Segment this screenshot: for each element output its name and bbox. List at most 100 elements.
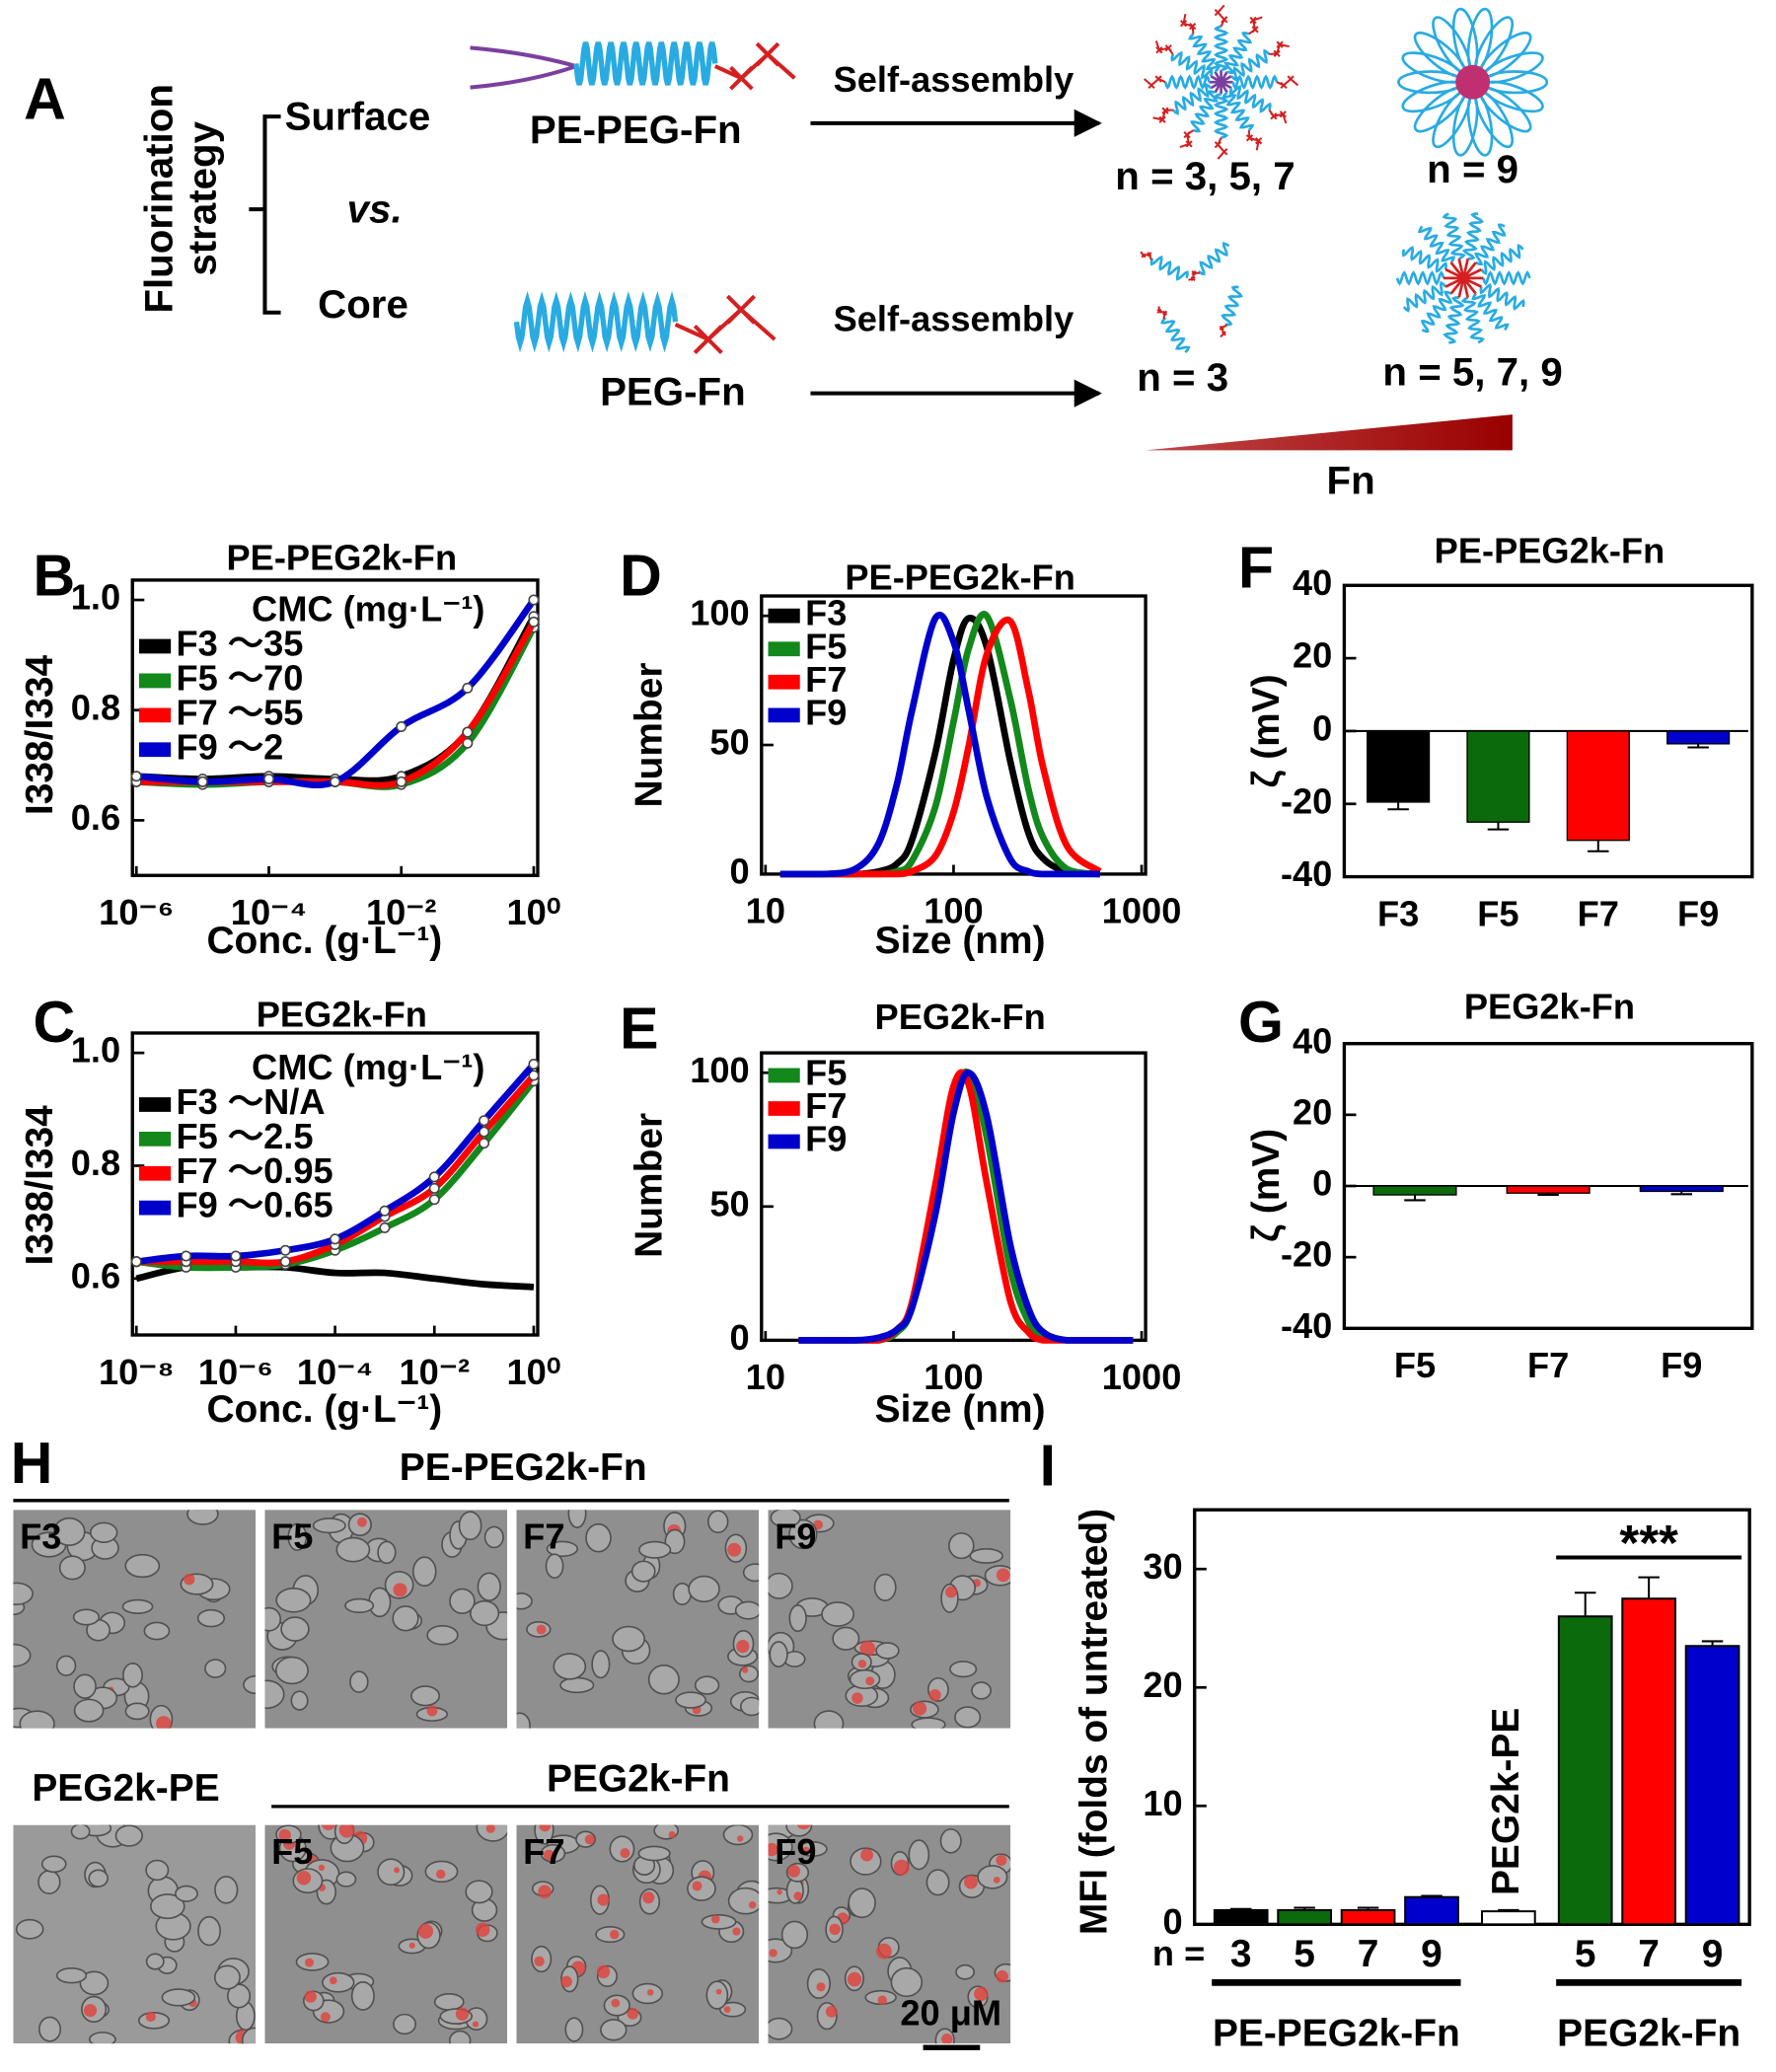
cell bbox=[483, 1525, 504, 1549]
peg-coil bbox=[1482, 270, 1531, 286]
error-bar bbox=[1294, 1906, 1315, 1910]
x-tick-label: F7 bbox=[1527, 1345, 1569, 1385]
legend-label: F9 ～2 bbox=[177, 726, 284, 767]
fluoro-core bbox=[1462, 261, 1477, 279]
image-label: F5 bbox=[271, 1831, 313, 1872]
cell bbox=[37, 2016, 62, 2042]
peg-coil bbox=[1402, 280, 1447, 313]
cell bbox=[344, 1597, 375, 1613]
fluorescence bbox=[865, 1676, 875, 1686]
chart-title: PE-PEG2k-Fn bbox=[227, 537, 458, 577]
peg-coil bbox=[1160, 317, 1191, 353]
fluorescence bbox=[596, 1964, 611, 1979]
legend-label: F3 ～35 bbox=[177, 624, 304, 664]
legend-label: F7 bbox=[805, 1085, 847, 1126]
fluorescence bbox=[472, 2021, 480, 2028]
cell bbox=[79, 1970, 110, 1996]
cell bbox=[73, 1673, 97, 1699]
peg-coil bbox=[1228, 84, 1272, 113]
cell bbox=[971, 1681, 992, 1700]
cell bbox=[546, 1540, 579, 1558]
cell bbox=[458, 1511, 482, 1541]
plot-frame bbox=[130, 578, 540, 877]
fluoro-tail bbox=[1188, 270, 1201, 282]
y-tick-label: 0 bbox=[730, 1317, 750, 1358]
fluoro-tail bbox=[1245, 129, 1263, 151]
data-point bbox=[462, 682, 474, 694]
x-tick-label: 10 bbox=[746, 891, 785, 931]
fluorescence bbox=[710, 1914, 720, 1924]
cell bbox=[955, 1963, 976, 1980]
cell bbox=[600, 2019, 628, 2041]
cell bbox=[122, 1663, 143, 1688]
cell bbox=[322, 1971, 355, 1993]
cell bbox=[637, 1845, 671, 1862]
fluorescence bbox=[304, 1990, 317, 2003]
cell bbox=[701, 1914, 737, 1930]
bar bbox=[1404, 1895, 1459, 1926]
fluorescence bbox=[536, 1624, 547, 1635]
fluorescence bbox=[642, 1891, 655, 1904]
molecule-label: PEG-Fn bbox=[600, 370, 746, 414]
error-bar bbox=[1229, 1907, 1252, 1910]
data-point bbox=[462, 737, 474, 749]
panel-letter: I bbox=[1040, 1434, 1056, 1499]
cell bbox=[848, 1887, 876, 1919]
cell bbox=[734, 1600, 760, 1620]
peg-coil bbox=[1479, 282, 1525, 311]
fluorescence bbox=[318, 1864, 326, 1872]
gradient-wedge bbox=[1146, 414, 1513, 451]
error-bar bbox=[1574, 1591, 1596, 1617]
cell bbox=[694, 1675, 720, 1695]
data-point bbox=[428, 1171, 440, 1183]
fluoro-core bbox=[1444, 267, 1464, 280]
micrograph bbox=[264, 1824, 508, 2044]
micrograph bbox=[768, 1824, 1011, 2044]
y-axis-label: ζ (mV) bbox=[1245, 674, 1288, 787]
fluorescence bbox=[964, 1875, 978, 1889]
fluorescence bbox=[777, 1888, 782, 1895]
data-point bbox=[528, 1070, 540, 1081]
x-tick-label: F9 bbox=[1677, 893, 1719, 933]
panel-letter: B bbox=[34, 544, 76, 609]
fluorescence bbox=[338, 1824, 355, 1838]
fluoro-tail bbox=[1268, 109, 1288, 124]
cell bbox=[13, 1582, 34, 1606]
outcome-label: n = 9 bbox=[1427, 147, 1518, 191]
peg-coil bbox=[1442, 212, 1466, 260]
fluorescence bbox=[534, 1956, 545, 1966]
y-tick-label: 10 bbox=[1143, 1783, 1182, 1823]
fluoro-core bbox=[1462, 277, 1477, 295]
fluorescence bbox=[485, 1824, 495, 1833]
cell bbox=[545, 1553, 564, 1580]
y-axis-label: ζ (mV) bbox=[1245, 1129, 1288, 1242]
fluorescence bbox=[394, 1867, 401, 1874]
fluorescence bbox=[356, 1517, 367, 1527]
fluorescence bbox=[912, 1701, 927, 1716]
panel-letter: C bbox=[34, 990, 76, 1055]
bar-label: PEG2k-PE bbox=[1485, 1708, 1527, 1895]
peg-coil bbox=[1401, 245, 1447, 273]
cell bbox=[821, 1601, 855, 1627]
cell bbox=[393, 2013, 416, 2035]
error-bar bbox=[1487, 822, 1510, 831]
y-tick-label: -20 bbox=[1281, 1234, 1332, 1275]
fluorescence bbox=[426, 1705, 438, 1717]
y-tick-label: 50 bbox=[709, 1183, 749, 1223]
x-tick-label: 100 bbox=[924, 891, 983, 931]
micrograph bbox=[13, 1824, 257, 2044]
cell bbox=[832, 1626, 860, 1651]
bar bbox=[1566, 730, 1630, 842]
fluorescence bbox=[829, 1923, 841, 1936]
series-line bbox=[798, 1069, 1134, 1344]
fluorescence bbox=[611, 1998, 621, 2008]
cell bbox=[449, 1588, 476, 1614]
x-tick-label: 10⁻⁴ bbox=[297, 1352, 373, 1392]
peg-coil bbox=[1213, 93, 1229, 139]
panel-letter: D bbox=[620, 544, 662, 609]
fluorescence bbox=[732, 1927, 741, 1936]
y-tick-label: 0 bbox=[1312, 708, 1332, 749]
molecule-label: PE-PEG-Fn bbox=[530, 108, 742, 152]
fluorescence bbox=[156, 1716, 172, 1729]
x-tick-label: F5 bbox=[1477, 893, 1518, 933]
